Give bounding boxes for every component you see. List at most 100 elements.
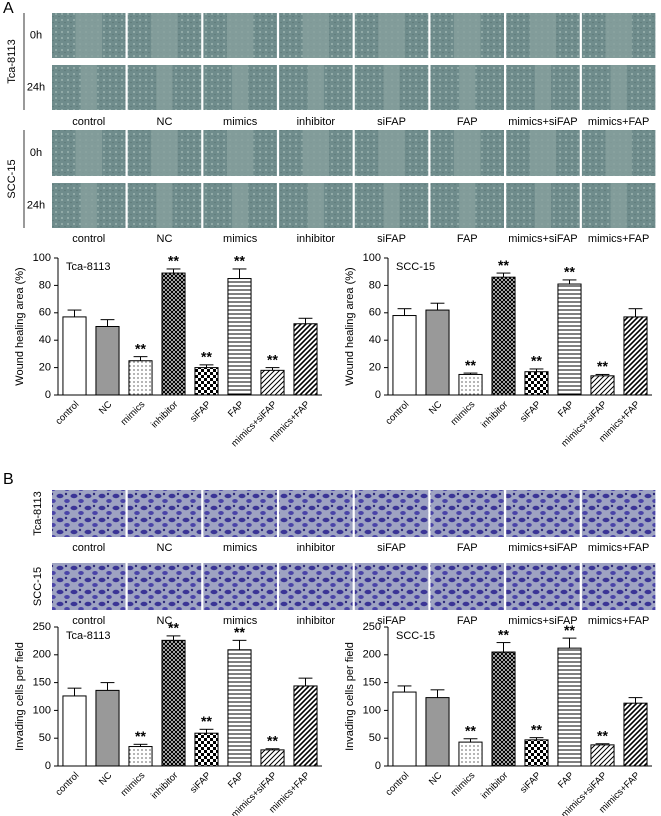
time-label: 0h — [30, 29, 42, 41]
group-label: control — [72, 542, 105, 554]
wound-gap — [156, 183, 173, 228]
wound-gap — [232, 65, 249, 110]
x-tick-label: siFAP — [518, 770, 543, 795]
significance: ** — [168, 253, 179, 269]
wound-gap — [378, 13, 405, 58]
significance: ** — [597, 727, 608, 743]
bar — [95, 326, 120, 396]
y-tick-label: 40 — [369, 334, 381, 346]
wound-gap — [151, 13, 178, 58]
wound-gap — [226, 13, 254, 58]
bar — [590, 375, 615, 396]
y-tick-label: 250 — [363, 621, 381, 633]
group-label: mimics+FAP — [588, 116, 649, 128]
time-label: 24h — [27, 81, 45, 93]
group-label: mimics+FAP — [588, 615, 649, 627]
wound-gap — [151, 130, 178, 176]
group-label: siFAP — [377, 116, 406, 128]
micrograph — [127, 563, 202, 610]
x-tick-label: NC — [427, 770, 445, 788]
group-label: inhibitor — [297, 542, 336, 554]
y-axis-label: Invading cells per field — [344, 642, 356, 751]
group-label: FAP — [457, 542, 478, 554]
significance: ** — [597, 358, 608, 374]
y-tick-label: 250 — [33, 621, 51, 633]
y-tick-label: 100 — [33, 252, 51, 264]
bar — [590, 744, 615, 767]
group-label: NC — [157, 615, 173, 627]
chart-title: Tca-8113 — [66, 630, 110, 642]
y-tick-label: 150 — [33, 677, 51, 689]
bar — [161, 639, 186, 767]
wound-gap — [80, 65, 97, 110]
bar — [491, 651, 516, 767]
bar — [623, 702, 648, 767]
y-tick-label: 150 — [363, 677, 381, 689]
wound-gap — [459, 65, 476, 110]
micrograph — [430, 563, 504, 610]
y-tick-label: 0 — [45, 389, 51, 401]
group-label: control — [72, 615, 105, 627]
x-tick-label: inhibitor — [149, 770, 180, 801]
y-tick-label: 60 — [369, 307, 381, 319]
x-tick-label: inhibitor — [479, 770, 510, 801]
group-label: mimics+FAP — [588, 233, 649, 245]
wound-gap — [454, 130, 481, 176]
y-tick-label: 100 — [363, 704, 381, 716]
group-label: FAP — [457, 615, 478, 627]
bar — [227, 278, 252, 396]
significance: ** — [135, 728, 146, 744]
wound-gap — [605, 130, 632, 176]
significance: ** — [564, 264, 575, 280]
wound-gap — [80, 183, 97, 228]
group-label: control — [72, 233, 105, 245]
panel-label: A — [3, 0, 14, 17]
wound-gap — [232, 183, 249, 228]
wound-gap — [534, 65, 552, 110]
significance: ** — [234, 253, 245, 269]
significance: ** — [531, 721, 542, 737]
wound-gap — [307, 65, 324, 110]
x-tick-label: mimics — [119, 770, 148, 799]
bar — [458, 741, 483, 767]
wound-gap — [302, 13, 330, 58]
bar — [293, 685, 318, 767]
bar — [194, 367, 219, 396]
wound-gap — [610, 183, 627, 228]
group-label: mimics+siFAP — [508, 233, 577, 245]
y-tick-label: 80 — [39, 279, 51, 291]
group-label: inhibitor — [297, 233, 336, 245]
y-tick-label: 100 — [363, 252, 381, 264]
micrograph — [354, 563, 429, 610]
group-label: mimics+siFAP — [508, 116, 577, 128]
significance: ** — [531, 353, 542, 369]
bar — [425, 697, 450, 767]
significance: ** — [201, 349, 212, 365]
bar — [491, 276, 516, 396]
bar — [227, 649, 252, 767]
bar — [392, 691, 417, 767]
group-label: NC — [157, 233, 173, 245]
bar — [161, 272, 186, 396]
bar — [194, 732, 219, 767]
y-tick-label: 200 — [33, 649, 51, 661]
x-tick-label: mimics — [449, 770, 478, 799]
x-tick-label: mimics — [449, 399, 478, 428]
bar — [62, 316, 87, 396]
bar — [524, 739, 549, 767]
x-tick-label: siFAP — [518, 399, 543, 424]
group-label: mimics+siFAP — [508, 542, 577, 554]
group-label: FAP — [457, 116, 478, 128]
y-tick-label: 80 — [369, 279, 381, 291]
significance: ** — [267, 351, 278, 367]
wound-gap — [156, 65, 173, 110]
time-label: 0h — [30, 147, 42, 159]
y-tick-label: 20 — [39, 362, 51, 374]
x-tick-label: FAP — [556, 399, 576, 419]
x-tick-label: control — [53, 770, 81, 798]
x-tick-label: mimics — [119, 399, 148, 428]
panel-label: B — [3, 471, 14, 488]
wound-gap — [605, 13, 632, 58]
group-label: siFAP — [377, 615, 406, 627]
